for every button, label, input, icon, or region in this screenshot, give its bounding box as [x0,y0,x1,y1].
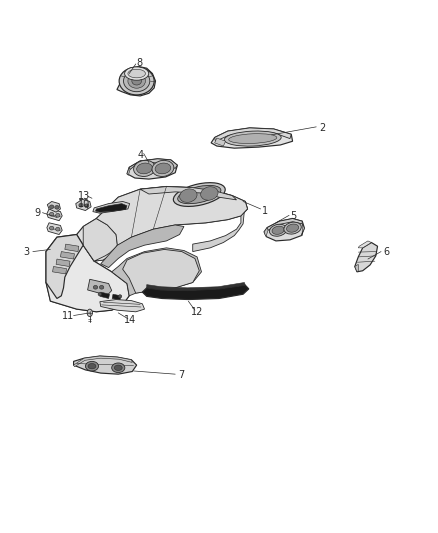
Ellipse shape [272,226,284,235]
Ellipse shape [224,131,281,146]
Polygon shape [100,300,145,312]
Text: 2: 2 [319,123,325,133]
Ellipse shape [85,361,99,371]
Text: 4: 4 [137,150,143,159]
Ellipse shape [284,222,301,234]
Polygon shape [264,219,304,241]
Polygon shape [65,244,79,252]
Ellipse shape [229,134,277,143]
Ellipse shape [155,163,171,174]
Polygon shape [88,279,112,295]
Polygon shape [140,187,237,200]
Polygon shape [355,264,358,272]
Text: 6: 6 [383,247,389,256]
Ellipse shape [56,227,60,231]
Polygon shape [100,292,110,298]
Polygon shape [215,128,291,141]
Ellipse shape [178,185,221,204]
Polygon shape [142,285,249,300]
Ellipse shape [118,295,122,298]
Polygon shape [46,245,129,312]
Text: 3: 3 [23,247,29,257]
Polygon shape [94,187,247,261]
Polygon shape [74,356,137,374]
Polygon shape [47,223,62,235]
Text: 14: 14 [124,315,137,325]
Text: 11: 11 [62,311,74,321]
Ellipse shape [85,204,89,207]
Polygon shape [127,159,177,179]
Polygon shape [127,167,130,175]
Ellipse shape [286,224,299,232]
Text: 5: 5 [290,211,297,221]
Text: 1: 1 [262,206,268,215]
Polygon shape [74,356,132,367]
Ellipse shape [128,74,145,88]
Polygon shape [267,219,302,230]
Polygon shape [83,219,117,261]
Text: 7: 7 [178,370,184,380]
Polygon shape [211,128,293,148]
Polygon shape [358,241,371,248]
Polygon shape [47,201,60,212]
Polygon shape [47,209,62,221]
Ellipse shape [124,67,148,80]
Polygon shape [117,67,155,96]
Polygon shape [264,228,268,236]
Text: 13: 13 [78,191,90,201]
Text: 10: 10 [78,199,90,208]
Ellipse shape [119,67,154,95]
Polygon shape [46,235,129,312]
Polygon shape [56,259,70,266]
Polygon shape [301,224,304,236]
Polygon shape [53,266,67,274]
Ellipse shape [128,69,145,78]
Text: 12: 12 [191,307,203,317]
Ellipse shape [99,285,104,289]
Text: 8: 8 [136,58,142,68]
Ellipse shape [55,205,59,209]
Ellipse shape [49,227,54,230]
Ellipse shape [112,363,125,373]
Text: 9: 9 [34,208,40,218]
Ellipse shape [79,203,83,207]
Ellipse shape [49,212,54,216]
Ellipse shape [201,187,218,200]
Polygon shape [77,187,247,261]
Ellipse shape [269,224,287,236]
Polygon shape [123,249,199,293]
Polygon shape [193,201,247,252]
Ellipse shape [88,364,96,369]
Ellipse shape [87,309,92,317]
Ellipse shape [56,213,60,217]
Ellipse shape [173,183,225,206]
Polygon shape [60,252,74,259]
Ellipse shape [180,189,197,203]
Polygon shape [147,282,245,290]
Polygon shape [76,199,91,211]
Ellipse shape [137,163,152,174]
Ellipse shape [134,160,155,176]
Ellipse shape [124,70,150,92]
Polygon shape [112,248,201,296]
Polygon shape [95,204,127,212]
Polygon shape [93,201,130,213]
Polygon shape [215,138,226,146]
Ellipse shape [152,160,174,176]
Polygon shape [355,243,378,272]
Ellipse shape [49,205,54,209]
Polygon shape [101,225,184,268]
Ellipse shape [132,77,141,85]
Ellipse shape [114,365,122,370]
Polygon shape [112,294,121,300]
Polygon shape [129,159,177,169]
Ellipse shape [93,285,98,289]
Ellipse shape [98,293,102,296]
Polygon shape [46,235,83,298]
